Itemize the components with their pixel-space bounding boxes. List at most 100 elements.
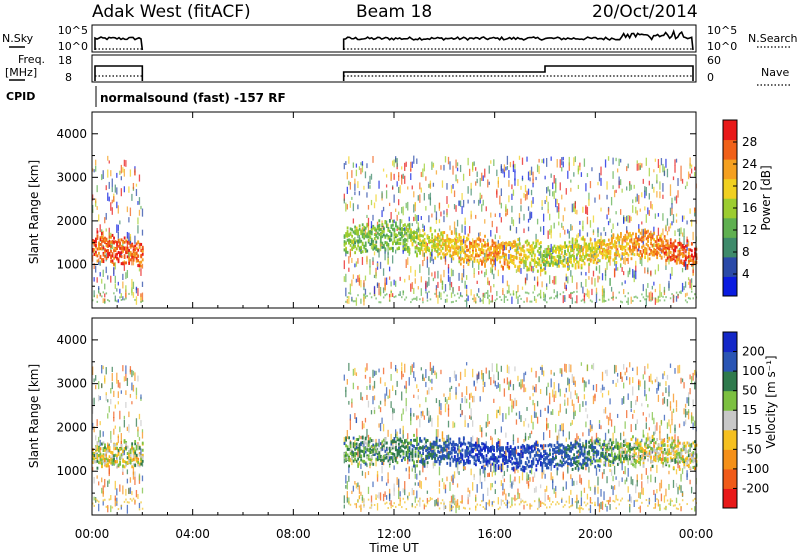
echo-cell <box>426 299 429 302</box>
echo-cell <box>408 473 410 480</box>
echo-cell <box>511 296 513 304</box>
echo-cell <box>512 189 515 196</box>
echo-cell <box>119 170 121 175</box>
echo-cell <box>654 158 657 162</box>
echo-cell <box>343 454 346 458</box>
echo-cell <box>606 243 609 247</box>
echo-cell <box>493 248 495 252</box>
echo-cell <box>428 376 430 381</box>
echo-cell <box>354 300 356 303</box>
echo-cell <box>407 249 409 253</box>
echo-cell <box>674 196 676 201</box>
echo-cell <box>343 240 346 244</box>
echo-cell <box>117 391 119 398</box>
echo-cell <box>358 505 361 508</box>
echo-cell <box>583 295 586 302</box>
echo-cell <box>351 298 353 301</box>
echo-cell <box>505 253 508 257</box>
echo-cell <box>459 164 462 173</box>
echo-cell <box>562 215 564 222</box>
echo-cell <box>470 245 473 249</box>
echo-cell <box>351 456 353 466</box>
echo-cell <box>619 300 622 303</box>
echo-cell <box>141 263 144 269</box>
echo-cell <box>574 262 577 266</box>
echo-cell <box>538 251 541 255</box>
echo-cell <box>420 288 422 296</box>
echo-cell <box>496 247 498 251</box>
echo-cell <box>411 452 414 456</box>
echo-cell <box>687 297 690 300</box>
echo-cell <box>462 265 465 269</box>
echo-cell <box>358 277 361 286</box>
echo-cell <box>416 244 418 248</box>
echo-cell <box>104 498 106 501</box>
echo-cell <box>382 444 385 448</box>
echo-cell <box>576 234 578 241</box>
echo-cell <box>391 456 394 463</box>
echo-cell <box>401 371 403 380</box>
echo-cell <box>396 436 399 440</box>
echo-cell <box>370 504 373 507</box>
echo-cell <box>586 288 589 297</box>
echo-cell <box>662 247 665 251</box>
echo-cell <box>416 384 418 389</box>
echo-cell <box>464 420 466 428</box>
echo-cell <box>357 258 359 264</box>
echo-cell <box>571 275 573 283</box>
echo-cell <box>414 240 417 244</box>
echo-cell <box>465 254 468 258</box>
echo-cell <box>490 258 492 262</box>
echo-cell <box>396 214 398 221</box>
echo-cell <box>93 453 96 457</box>
echo-cell <box>358 435 361 440</box>
echo-cell <box>446 247 449 251</box>
echo-cell <box>571 225 573 231</box>
echo-cell <box>388 229 391 233</box>
echo-cell <box>580 248 583 252</box>
echo-cell <box>589 259 592 263</box>
echo-cell <box>499 244 501 248</box>
echo-cell <box>650 238 652 242</box>
echo-cell <box>521 257 524 261</box>
echo-cell <box>107 413 109 419</box>
echo-cell <box>493 262 495 266</box>
echo-cell <box>686 263 689 267</box>
echo-cell <box>666 218 669 226</box>
echo-cell <box>595 243 598 247</box>
echo-cell <box>610 240 613 244</box>
echo-cell <box>410 417 412 426</box>
echo-cell <box>366 249 369 253</box>
echo-cell <box>478 236 480 240</box>
echo-cell <box>449 481 451 491</box>
echo-cell <box>346 233 349 237</box>
echo-cell <box>417 227 420 231</box>
echo-cell <box>114 443 117 447</box>
echo-cell <box>687 171 690 180</box>
echo-cell <box>140 462 143 466</box>
echo-cell <box>591 242 594 246</box>
echo-cell <box>355 261 358 267</box>
echo-cell <box>410 266 412 273</box>
echo-cell <box>508 180 510 187</box>
echo-cell <box>123 168 126 177</box>
echo-cell <box>656 246 659 250</box>
echo-cell <box>547 247 549 251</box>
echo-cell <box>379 407 382 413</box>
echo-cell <box>129 477 132 483</box>
echo-cell <box>449 240 452 244</box>
echo-cell <box>589 252 592 256</box>
echo-cell <box>102 485 104 495</box>
echo-cell <box>615 211 617 215</box>
echo-cell <box>458 286 460 292</box>
echo-cell <box>367 240 370 244</box>
echo-cell <box>681 178 684 184</box>
echo-cell <box>577 168 580 172</box>
echo-cell <box>452 165 454 175</box>
echo-cell <box>102 431 104 437</box>
echo-cell <box>467 445 469 455</box>
echo-cell <box>609 277 611 286</box>
echo-cell <box>532 291 534 294</box>
echo-cell <box>638 235 640 239</box>
echo-cell <box>413 490 415 496</box>
